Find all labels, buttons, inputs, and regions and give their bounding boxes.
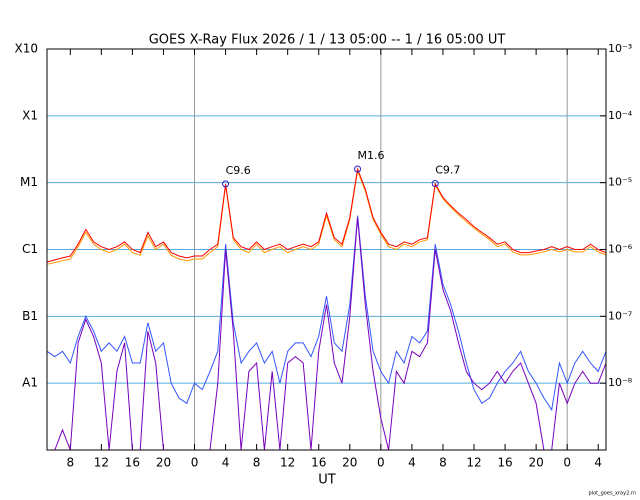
y-tick-label: B1 — [22, 309, 38, 323]
peak-marker — [431, 180, 439, 188]
flux-line — [46, 215, 607, 412]
x-tick-label: 0 — [563, 456, 571, 470]
x-tick-label: 4 — [594, 456, 602, 470]
peak-label: C9.6 — [226, 164, 251, 177]
y-tick-label: X10 — [15, 42, 39, 56]
x-tick-label: 4 — [408, 456, 416, 470]
y2-tick-label: 10⁻⁷ — [608, 309, 632, 322]
x-tick-label: 20 — [156, 456, 171, 470]
y-tick-label: M1 — [20, 175, 38, 189]
y2-tick-label: 10⁻⁵ — [608, 176, 632, 189]
y-tick-label: C1 — [22, 242, 38, 256]
x-tick-label: 16 — [497, 456, 512, 470]
x-tick-label: 20 — [342, 456, 357, 470]
chart-title: GOES X-Ray Flux 2026 / 1 / 13 05:00 -- 1… — [149, 33, 506, 48]
y-tick-label: A1 — [22, 376, 38, 390]
x-tick-label: 0 — [191, 456, 199, 470]
y2-tick-label: 10⁻³ — [608, 42, 632, 55]
x-tick-label: 12 — [94, 456, 109, 470]
x-tick-label: 12 — [280, 456, 295, 470]
plot-frame — [46, 48, 607, 451]
peak-marker — [354, 165, 362, 173]
x-tick-label: 4 — [222, 456, 230, 470]
x-tick-label: 16 — [125, 456, 140, 470]
x-tick-label: 8 — [439, 456, 447, 470]
y2-tick-label: 10⁻⁶ — [608, 243, 633, 256]
x-axis-label: UT — [318, 473, 336, 488]
flux-line — [46, 168, 607, 265]
y2-tick-label: 10⁻⁸ — [608, 376, 633, 389]
x-tick-label: 0 — [377, 456, 385, 470]
peak-marker — [222, 180, 230, 188]
peak-label: C9.7 — [435, 164, 460, 177]
x-tick-label: 20 — [528, 456, 543, 470]
peak-label: M1.6 — [358, 149, 385, 162]
x-tick-label: 8 — [66, 456, 74, 470]
y2-tick-label: 10⁻⁴ — [608, 109, 633, 122]
footer: plot_goes_xray2.rn — [589, 491, 636, 497]
x-tick-label: 12 — [466, 456, 481, 470]
y-tick-label: X1 — [22, 108, 38, 122]
flux-line — [46, 167, 607, 263]
x-tick-label: 16 — [311, 456, 326, 470]
x-tick-label: 8 — [253, 456, 261, 470]
